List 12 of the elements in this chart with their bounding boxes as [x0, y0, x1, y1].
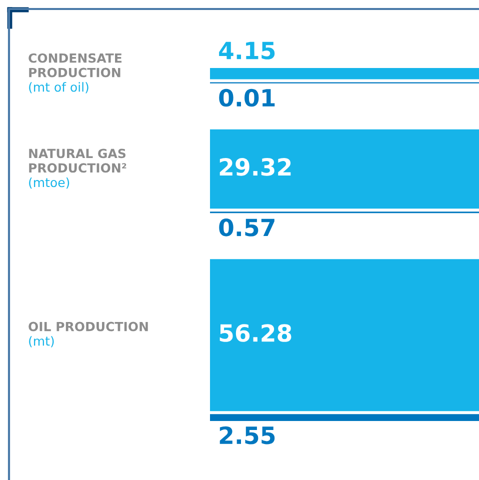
data-label: 2.55: [220, 426, 275, 444]
text: (mt): [29, 336, 54, 348]
text: (mt of oil): [29, 82, 88, 94]
category-label: NATURAL GAS PRODUCTION²: [29, 148, 126, 173]
data-label: 0.01: [219, 88, 275, 107]
data-label: 56.28: [220, 324, 292, 342]
category-label: OIL PRODUCTION: [28, 322, 148, 332]
data-label: 29.32: [220, 158, 291, 176]
data-label: 0.57: [219, 218, 274, 236]
category-label: CONDENSATE PRODUCTION: [28, 53, 122, 78]
text: (mtoe): [29, 178, 70, 189]
data-label: 4.15: [219, 42, 275, 60]
